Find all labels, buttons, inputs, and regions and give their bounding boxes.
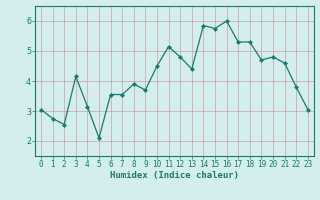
X-axis label: Humidex (Indice chaleur): Humidex (Indice chaleur) xyxy=(110,171,239,180)
